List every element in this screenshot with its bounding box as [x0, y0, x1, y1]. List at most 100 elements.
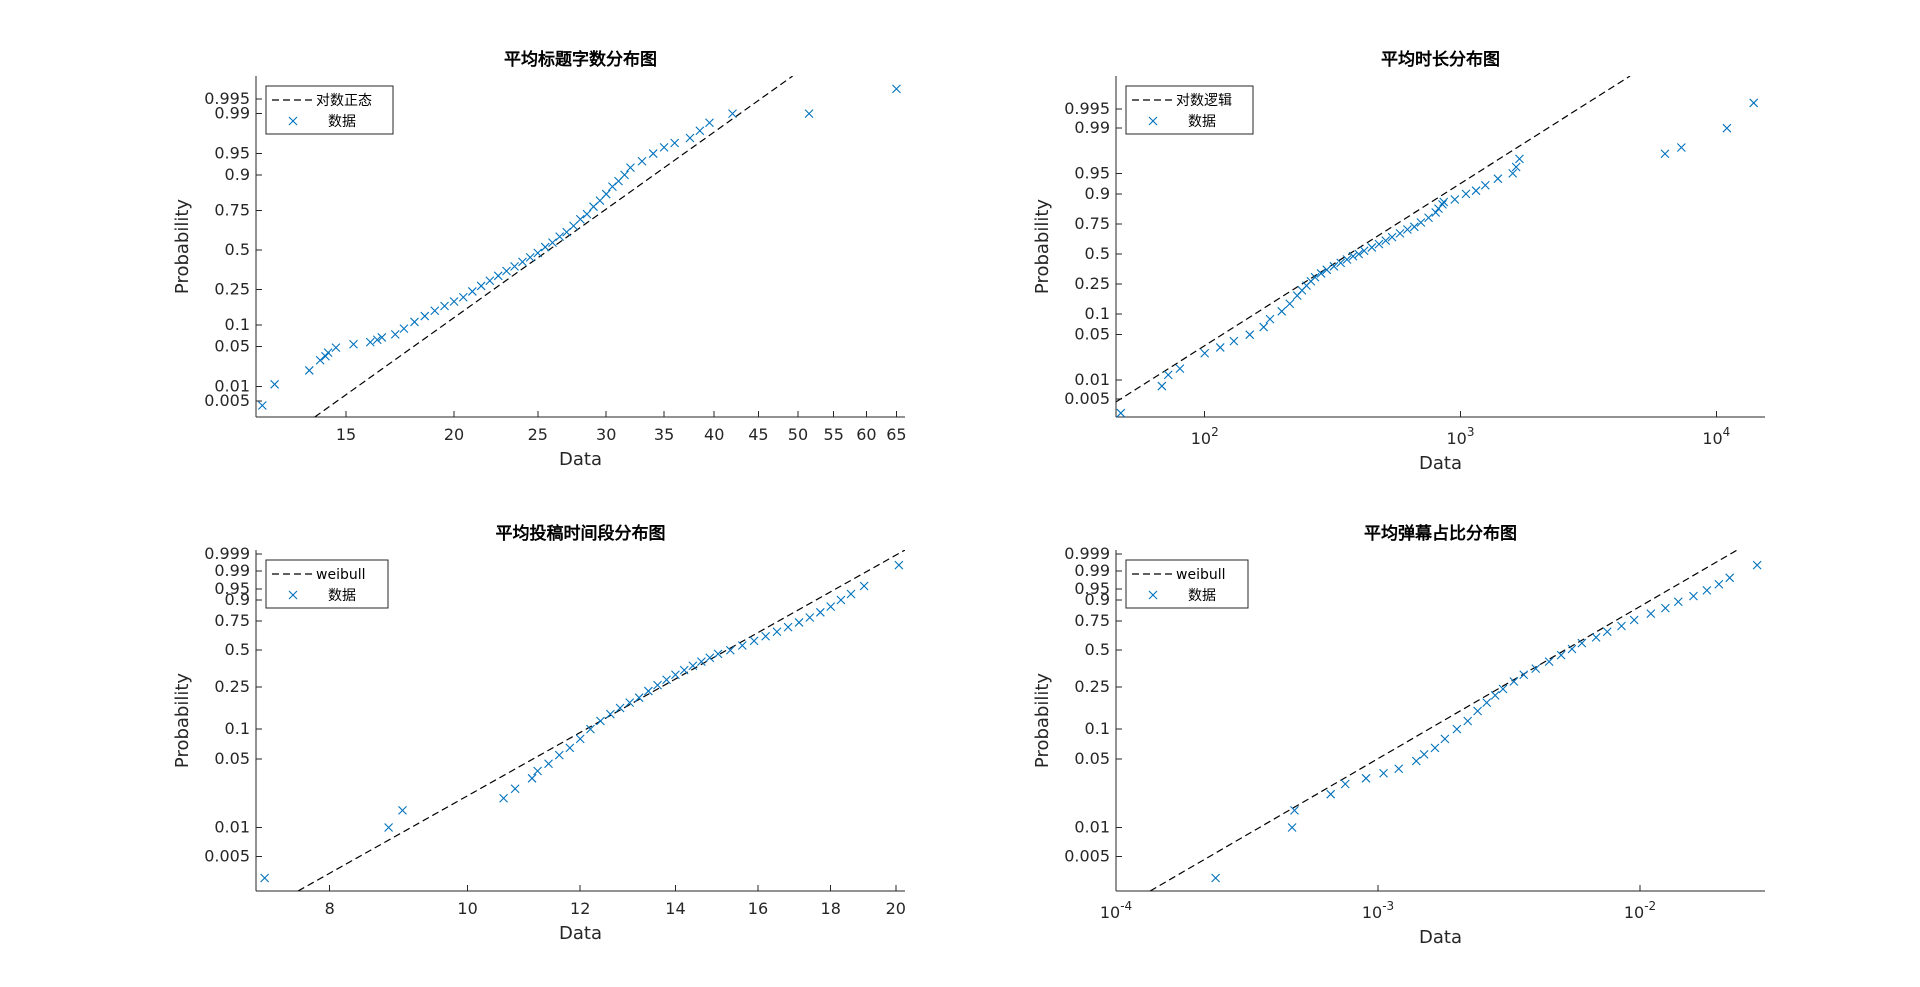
data-point: [420, 311, 430, 321]
data-point: [527, 773, 537, 783]
data-point: [1259, 322, 1269, 332]
data-point: [1722, 123, 1732, 133]
y-tick-label: 0.05: [214, 749, 250, 768]
data-point: [1277, 306, 1287, 316]
x-axis-label: Data: [1419, 453, 1462, 474]
x-axis-label: Data: [1419, 927, 1462, 948]
data-point: [1676, 143, 1686, 152]
data-point: [1714, 579, 1724, 589]
data-point: [1493, 174, 1503, 184]
data-point: [533, 766, 542, 776]
legend-box: [1125, 85, 1254, 135]
data-point: [648, 149, 658, 158]
data-point: [555, 232, 565, 242]
y-tick-label: 0.95: [214, 144, 250, 163]
data-point: [1381, 236, 1391, 246]
data-point: [1354, 249, 1364, 259]
data-point: [737, 641, 747, 650]
data-point: [257, 401, 267, 410]
y-tick-label: 0.05: [1074, 325, 1110, 344]
data-point: [1215, 343, 1225, 352]
x-tick-label: 10: [457, 899, 477, 918]
y-tick-label: 0.005: [1064, 847, 1110, 866]
legend: weibull 数据: [1125, 559, 1249, 609]
data-point: [761, 631, 771, 641]
y-tick-label: 0.05: [1074, 749, 1110, 768]
y-tick-label: 0.75: [214, 200, 250, 219]
y-tick-label: 0.995: [204, 89, 250, 108]
data-point: [859, 581, 869, 591]
data-point: [1509, 677, 1519, 686]
data-point: [430, 306, 440, 316]
data-point: [1229, 336, 1239, 346]
data-point: [1374, 239, 1384, 249]
data-point: [1116, 408, 1126, 418]
data-point: [688, 661, 698, 671]
data-point: [713, 649, 723, 659]
y-tick-label: 0.99: [214, 104, 250, 123]
fit-line: [1116, 76, 1631, 403]
data-point: [1290, 805, 1299, 815]
data-point: [304, 366, 314, 375]
data-point: [365, 337, 375, 347]
data-point: [685, 133, 695, 143]
data-point: [1409, 222, 1419, 232]
data-point: [1387, 232, 1397, 242]
data-point: [1340, 779, 1350, 789]
legend-label-data: 数据: [1188, 114, 1216, 130]
y-axis-label: Probability: [172, 199, 193, 294]
data-point: [449, 297, 459, 306]
x-tick-label: 65: [886, 425, 906, 444]
data-point: [1245, 330, 1255, 340]
legend-label-fit: weibull: [1176, 567, 1226, 583]
data-point: [783, 622, 793, 632]
data-point: [260, 873, 270, 883]
subplot-3: 平均投稿时间段分布图 0.005 0.01 0.05 0.1 0.25 0.5 0.75 0.9…: [172, 523, 906, 944]
data-point: [1646, 609, 1656, 619]
y-tick-label: 0.9: [1085, 184, 1110, 203]
data-point: [1567, 644, 1577, 654]
data-point: [1424, 213, 1433, 223]
data-point: [1702, 585, 1712, 595]
chart-title: 平均投稿时间段分布图: [496, 523, 666, 544]
chart-title: 平均标题字数分布图: [504, 49, 657, 70]
data-point: [1519, 670, 1529, 680]
y-tick-label: 0.05: [214, 336, 250, 355]
data-point: [659, 142, 669, 152]
data-point: [1157, 381, 1167, 391]
data-point: [794, 618, 804, 627]
x-tick-label: 12: [570, 899, 590, 918]
y-tick-label: 0.999: [204, 544, 250, 563]
data-point: [1660, 149, 1670, 159]
legend-label-data: 数据: [328, 588, 356, 604]
data-point: [805, 613, 815, 622]
data-point: [467, 287, 477, 296]
y-tick-label: 0.25: [1074, 274, 1110, 293]
data-point: [662, 675, 671, 685]
y-tick-label: 0.995: [1064, 99, 1110, 118]
data-point: [601, 189, 611, 199]
data-point: [1394, 764, 1404, 774]
x-tick-label: 15: [336, 425, 356, 444]
data-point: [1265, 314, 1275, 324]
chart-title: 平均弹幕占比分布图: [1364, 523, 1517, 544]
x-tick-label: 30: [596, 425, 616, 444]
data-point: [1689, 591, 1698, 601]
y-tick-label: 0.99: [1074, 561, 1110, 580]
y-tick-label: 0.75: [1074, 214, 1110, 233]
x-tick-label: 50: [788, 425, 808, 444]
data-point: [493, 271, 503, 281]
data-point: [518, 257, 527, 267]
data-point: [637, 156, 647, 166]
data-point: [1544, 657, 1554, 667]
data-point: [1673, 597, 1683, 607]
data-point: [270, 379, 280, 389]
data-point: [670, 138, 680, 148]
x-tick-label: 14: [665, 899, 685, 918]
data-point: [525, 252, 535, 262]
data-point: [1661, 603, 1670, 613]
legend: weibull 数据: [265, 559, 389, 609]
data-point: [1431, 208, 1441, 217]
